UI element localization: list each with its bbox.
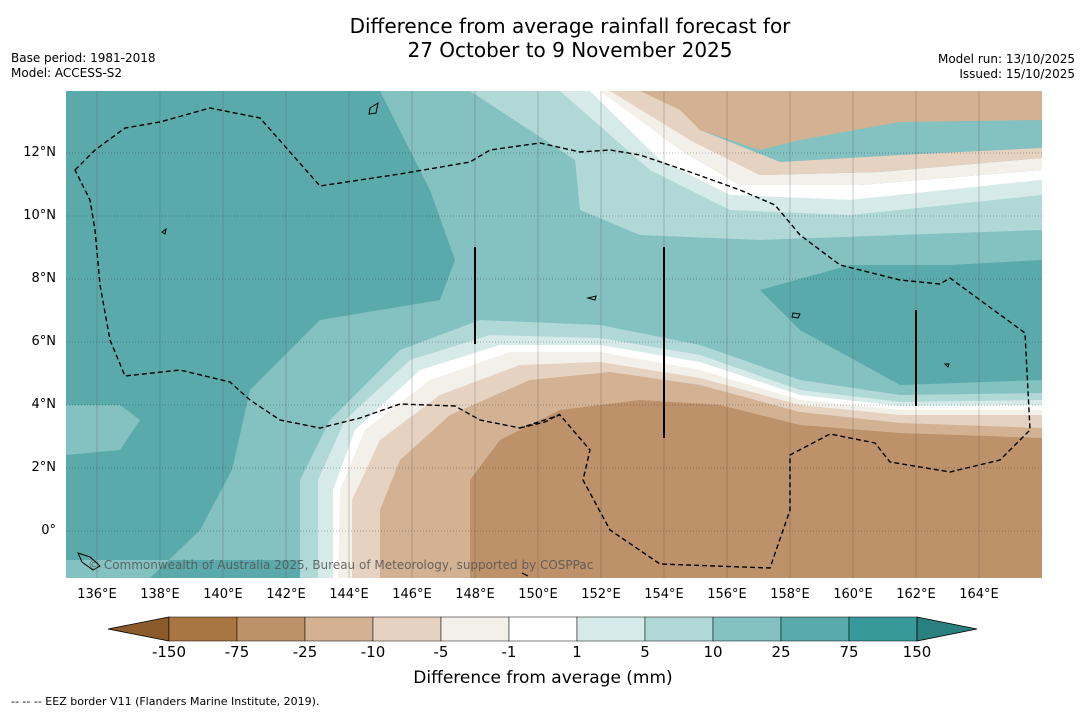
colorbar-tick-label: 25	[771, 643, 791, 661]
lat-label: 2°N	[31, 460, 57, 475]
dry-5-north	[600, 91, 1042, 185]
base-period: Base period: 1981-2018	[11, 51, 156, 65]
lon-label: 136°E	[77, 587, 117, 602]
colorbar-tick-label: 1	[572, 643, 582, 661]
colorbar-label: Difference from average (mm)	[413, 668, 673, 688]
wet-75-east	[760, 260, 1042, 385]
dry-25-north	[640, 91, 1042, 150]
colorbar	[107, 616, 978, 642]
lat-gridlines	[66, 152, 1042, 532]
colorbar-segment	[780, 616, 850, 642]
colorbar-tick-label: -150	[151, 643, 187, 661]
colorbar-tick-label: -5	[433, 643, 449, 661]
lat-label: 12°N	[23, 145, 56, 160]
meta-right: Model run: 13/10/2025 Issued: 15/10/2025	[938, 52, 1075, 82]
wet-5-north	[560, 91, 1042, 215]
title-line-2: 27 October to 9 November 2025	[407, 38, 733, 62]
eez-boundary-lines	[474, 247, 917, 438]
colorbar-tick-label: 5	[640, 643, 650, 661]
lon-label: 164°E	[959, 587, 999, 602]
lon-label: 148°E	[455, 587, 495, 602]
dry-10-north	[610, 91, 1042, 175]
colorbar-tick-label: 10	[703, 643, 723, 661]
lon-label: 158°E	[770, 587, 810, 602]
colorbar-segment	[372, 616, 442, 642]
colorbar-tick-label: -1	[501, 643, 517, 661]
map-title: Difference from average rainfall forecas…	[270, 14, 870, 62]
lon-label: 146°E	[392, 587, 432, 602]
eez-legend-footer: -- -- -- EEZ border V11 (Flanders Marine…	[11, 695, 320, 708]
colorbar-segment	[712, 616, 782, 642]
colorbar-tick-label: -25	[292, 643, 318, 661]
islands	[77, 101, 950, 577]
lon-label: 160°E	[833, 587, 873, 602]
eez-borders	[74, 107, 1031, 569]
meta-left: Base period: 1981-2018 Model: ACCESS-S2	[11, 51, 156, 81]
model-name: Model: ACCESS-S2	[11, 66, 123, 80]
colorbar-segment	[440, 616, 510, 642]
lon-label: 156°E	[707, 587, 747, 602]
lon-label: 150°E	[518, 587, 558, 602]
colorbar-segment	[304, 616, 374, 642]
colorbar-segment	[848, 616, 918, 642]
colorbar-tick-label: 150	[902, 643, 932, 661]
colorbar-tick-label: -75	[224, 643, 250, 661]
title-line-1: Difference from average rainfall forecas…	[349, 14, 791, 38]
lon-label: 154°E	[644, 587, 684, 602]
colorbar-segment	[576, 616, 646, 642]
model-run: Model run: 13/10/2025	[937, 52, 1075, 66]
lat-label: 10°N	[23, 208, 56, 223]
lon-label: 162°E	[896, 587, 936, 602]
map-field	[66, 91, 1042, 578]
lon-label: 152°E	[581, 587, 621, 602]
lon-label: 142°E	[266, 587, 306, 602]
lon-label: 140°E	[203, 587, 243, 602]
colorbar-tick-label: -10	[360, 643, 386, 661]
colorbar-segment	[236, 616, 306, 642]
neutral-north	[590, 91, 1042, 200]
dry-75-region	[470, 400, 1042, 578]
issued-date: Issued: 15/10/2025	[959, 67, 1075, 81]
colorbar-extend-low	[107, 616, 170, 642]
lat-label: 4°N	[31, 397, 57, 412]
colorbar-tick-label: 75	[839, 643, 859, 661]
lat-label: 0°	[41, 523, 56, 538]
lon-label: 144°E	[329, 587, 369, 602]
colorbar-segment	[644, 616, 714, 642]
colorbar-segment	[508, 616, 578, 642]
colorbar-segment	[168, 616, 238, 642]
copyright-notice: © Commonwealth of Australia 2025, Bureau…	[88, 558, 594, 572]
lat-label: 6°N	[31, 334, 57, 349]
lat-label: 8°N	[31, 271, 57, 286]
colorbar-extend-high	[916, 616, 978, 642]
lon-label: 138°E	[140, 587, 180, 602]
